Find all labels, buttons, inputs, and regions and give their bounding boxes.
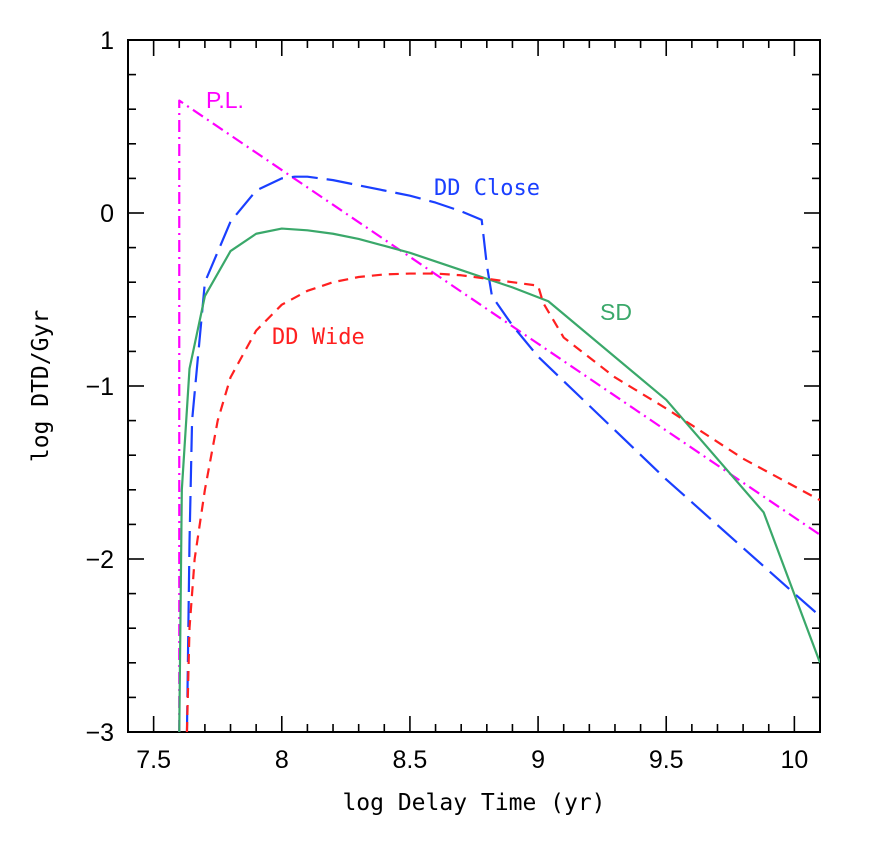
series-label-sd: SD [600, 299, 632, 325]
x-tick-label: 9.5 [649, 746, 684, 774]
x-tick-label: 10 [780, 746, 808, 774]
x-tick-label: 7.5 [136, 746, 171, 774]
y-tick-label: 1 [100, 27, 114, 55]
y-tick-label: 0 [100, 200, 114, 228]
x-tick-label: 8.5 [393, 746, 428, 774]
x-tick-label: 8 [275, 746, 289, 774]
y-tick-labels: −3 −2 −1 0 1 [85, 27, 114, 747]
series-line-sd [178, 227, 820, 732]
tick-marks [128, 39, 821, 733]
y-tick-label: −2 [85, 546, 114, 574]
x-axis-title: log Delay Time (yr) [342, 790, 605, 816]
series-label-dd-wide: DD Wide [272, 325, 365, 350]
series-label-pl: P.L. [206, 87, 244, 113]
series-lines [178, 99, 820, 732]
plot-frame [127, 39, 821, 733]
series-label-dd-close: DD Close [434, 176, 540, 201]
x-tick-label: 9 [531, 746, 545, 774]
series-line-dd-close [185, 175, 820, 732]
y-tick-label: −1 [85, 373, 114, 401]
y-tick-label: −3 [85, 719, 114, 747]
series-line-dd-wide [185, 272, 820, 732]
y-axis-title: log DTD/Gyr [28, 310, 54, 462]
series-line-p-l [178, 99, 820, 732]
x-tick-labels: 7.5 8 8.5 9 9.5 10 [136, 746, 808, 774]
